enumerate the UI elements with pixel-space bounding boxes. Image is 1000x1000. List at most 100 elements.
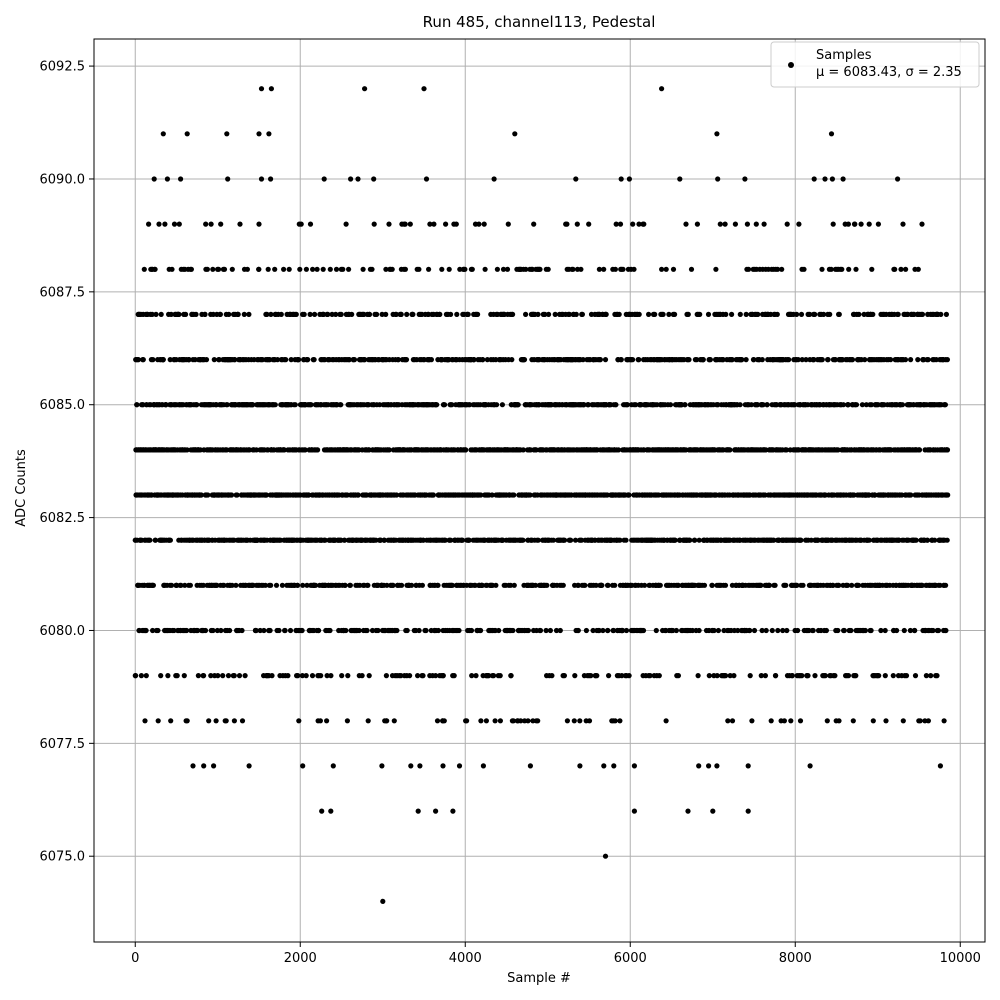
sample-point: [160, 131, 166, 137]
sample-point: [371, 221, 377, 227]
sample-point: [369, 627, 376, 634]
sample-point: [753, 221, 759, 227]
sample-point: [453, 221, 459, 227]
sample-point: [745, 808, 751, 814]
sample-point: [945, 492, 951, 498]
sample-point: [604, 492, 610, 498]
sample-point: [442, 402, 448, 408]
sample-point: [218, 627, 224, 634]
sample-point: [746, 266, 752, 272]
sample-point: [351, 357, 358, 363]
sample-point: [168, 718, 174, 724]
sample-point: [751, 627, 758, 634]
sample-point: [925, 357, 931, 363]
sample-point: [471, 357, 477, 363]
sample-point: [537, 627, 544, 634]
sample-point: [670, 627, 676, 634]
sample-point: [293, 311, 299, 317]
sample-point: [849, 582, 855, 588]
sample-point: [670, 266, 677, 272]
sample-point: [582, 582, 588, 588]
sample-point: [822, 673, 828, 679]
sample-point: [852, 221, 858, 227]
sample-point: [328, 808, 334, 814]
sample-point: [327, 266, 333, 272]
sample-point: [300, 582, 306, 588]
sample-point: [292, 402, 298, 408]
sample-point: [868, 402, 875, 408]
sample-point: [696, 627, 702, 634]
sample-point: [478, 627, 484, 634]
sample-point: [229, 582, 235, 588]
sample-point: [315, 447, 321, 453]
sample-point: [602, 853, 609, 859]
sample-point: [407, 673, 413, 679]
sample-point: [744, 221, 751, 227]
sample-point: [784, 221, 790, 227]
sample-point: [579, 311, 586, 317]
sample-point: [268, 311, 274, 317]
sample-point: [759, 357, 765, 363]
sample-point: [794, 311, 800, 317]
sample-point: [828, 131, 835, 137]
sample-point: [201, 673, 207, 679]
sample-point: [858, 221, 864, 227]
sample-point: [659, 86, 665, 92]
sample-point: [210, 266, 216, 272]
sample-point: [729, 311, 735, 317]
sample-point: [420, 673, 426, 679]
sample-point: [631, 808, 638, 814]
sample-point: [232, 357, 238, 363]
sample-point: [494, 266, 500, 272]
sample-point: [732, 221, 739, 227]
sample-point: [755, 311, 761, 317]
sample-point: [830, 582, 836, 588]
sample-point: [416, 627, 422, 634]
sample-point: [626, 492, 632, 498]
sample-point: [520, 447, 526, 453]
sample-point: [882, 627, 888, 634]
sample-point: [890, 673, 896, 679]
sample-point: [601, 763, 607, 769]
sample-point: [150, 582, 156, 588]
sample-point: [915, 357, 921, 363]
sample-point: [321, 176, 327, 182]
sample-point: [695, 673, 701, 679]
sample-point: [155, 718, 161, 724]
sample-point: [226, 311, 232, 317]
sample-point: [152, 537, 159, 543]
sample-point: [869, 266, 875, 272]
sample-point: [656, 673, 662, 679]
sample-point: [663, 718, 669, 724]
sample-point: [296, 718, 302, 724]
sample-point: [138, 673, 144, 679]
sample-point: [862, 357, 868, 363]
sample-point: [508, 582, 514, 588]
sample-point: [463, 447, 469, 453]
sample-point: [617, 718, 623, 724]
sample-point: [768, 718, 774, 724]
sample-point: [340, 266, 346, 272]
sample-point: [210, 627, 216, 634]
sample-point: [853, 402, 860, 408]
sample-point: [466, 537, 472, 543]
sample-point: [557, 627, 563, 634]
sample-point: [419, 582, 425, 588]
sample-point: [272, 266, 278, 272]
sample-point: [758, 673, 764, 679]
sample-point: [324, 718, 330, 724]
sample-point: [586, 221, 592, 227]
sample-point: [208, 673, 214, 679]
sample-point: [399, 582, 405, 588]
sample-point: [256, 266, 262, 272]
sample-point: [374, 311, 380, 317]
sample-point: [224, 131, 230, 137]
sample-point: [600, 627, 606, 634]
sample-point: [244, 266, 250, 272]
sample-point: [440, 673, 446, 679]
sample-point: [404, 627, 410, 634]
sample-point: [666, 311, 672, 317]
sample-point: [410, 311, 416, 317]
sample-point: [773, 673, 779, 679]
sample-point: [494, 402, 500, 408]
